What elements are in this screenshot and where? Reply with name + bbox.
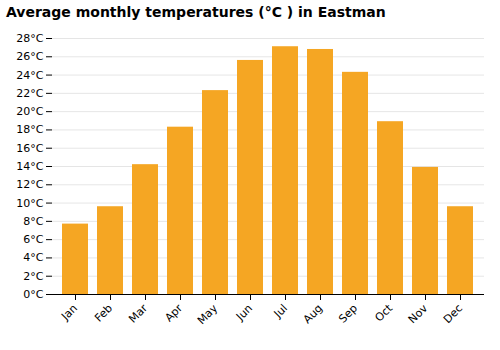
svg-text:6°C: 6°C [23, 233, 43, 246]
svg-text:Jan: Jan [58, 302, 80, 324]
svg-text:18°C: 18°C [16, 123, 43, 136]
svg-text:16°C: 16°C [16, 142, 43, 155]
svg-text:4°C: 4°C [23, 251, 43, 264]
svg-text:24°C: 24°C [16, 69, 43, 82]
svg-text:Nov: Nov [406, 301, 431, 326]
svg-text:Feb: Feb [92, 302, 115, 325]
svg-text:26°C: 26°C [16, 50, 43, 63]
svg-text:Aug: Aug [301, 302, 325, 326]
svg-text:Jul: Jul [271, 302, 290, 321]
svg-text:May: May [195, 301, 221, 327]
svg-text:Jun: Jun [233, 302, 255, 324]
svg-text:14°C: 14°C [16, 160, 43, 173]
svg-text:12°C: 12°C [16, 178, 43, 191]
svg-text:20°C: 20°C [16, 105, 43, 118]
svg-text:0°C: 0°C [23, 288, 43, 301]
svg-text:22°C: 22°C [16, 87, 43, 100]
svg-text:Oct: Oct [372, 301, 395, 324]
svg-text:Apr: Apr [162, 301, 185, 324]
svg-text:28°C: 28°C [16, 32, 43, 45]
svg-text:10°C: 10°C [16, 197, 43, 210]
svg-text:Sep: Sep [336, 302, 360, 326]
svg-text:Mar: Mar [126, 301, 150, 325]
html-text:Average monthly temperatures (: Average monthly temperatures (°C ) in Ea… [6, 4, 386, 20]
svg-text:8°C: 8°C [23, 215, 43, 228]
svg-text:Dec: Dec [441, 302, 465, 326]
svg-text:2°C: 2°C [23, 270, 43, 283]
